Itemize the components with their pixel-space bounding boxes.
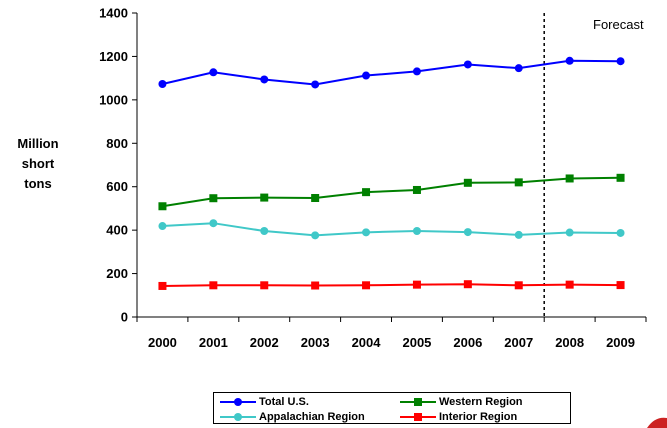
data-point-interior-region — [311, 281, 320, 290]
y-tick-label: 1200 — [99, 49, 128, 64]
data-point-interior-region — [412, 280, 421, 289]
x-axis-ticks: 2000 2001 2002 2003 2004 2005 2006 2007 2008 2009 — [136, 317, 647, 350]
data-point-total-u-s — [209, 68, 218, 77]
data-point-western-region — [209, 194, 218, 203]
legend-swatch-western-region — [400, 397, 436, 406]
series-line-appalachian-region — [162, 222, 621, 237]
data-point-total-u-s — [412, 67, 421, 76]
data-point-western-region — [616, 173, 625, 182]
data-point-total-u-s — [616, 57, 625, 66]
data-point-western-region — [311, 194, 320, 203]
data-point-total-u-s — [463, 60, 472, 69]
x-tick-label: 2005 — [402, 335, 431, 350]
x-tick-label: 2004 — [352, 335, 382, 350]
series-line-western-region — [162, 176, 621, 208]
data-point-total-u-s — [311, 80, 320, 89]
series-line-total-u-s — [162, 59, 621, 86]
data-point-western-region — [412, 185, 421, 194]
data-point-interior-region — [616, 281, 625, 290]
legend-label-total-us: Total U.S. — [259, 395, 309, 408]
forecast-label: Forecast — [593, 17, 644, 32]
y-tick-label: 1400 — [99, 6, 128, 21]
data-point-interior-region — [565, 280, 574, 289]
series-group — [158, 56, 625, 290]
data-point-appalachian-region — [412, 227, 421, 236]
data-point-appalachian-region — [311, 231, 320, 240]
data-point-western-region — [463, 178, 472, 187]
data-point-total-u-s — [260, 75, 269, 84]
data-point-western-region — [565, 174, 574, 183]
data-point-total-u-s — [514, 64, 523, 73]
series-line-interior-region — [162, 283, 621, 287]
y-tick-label: 0 — [121, 310, 128, 325]
data-point-appalachian-region — [463, 228, 472, 237]
legend-label-western-region: Western Region — [439, 395, 523, 408]
data-point-interior-region — [362, 281, 371, 290]
y-tick-label: 1000 — [99, 92, 128, 107]
x-tick-label: 2003 — [301, 335, 330, 350]
data-point-appalachian-region — [209, 219, 218, 228]
x-tick-label: 2001 — [199, 335, 228, 350]
y-axis-label: Million short tons — [2, 134, 74, 194]
data-point-appalachian-region — [565, 228, 574, 237]
forecast-marker: Forecast — [543, 13, 644, 317]
legend: Total U.S. Western Region Appalachian Re… — [213, 392, 571, 424]
x-tick-label: 2008 — [555, 335, 584, 350]
y-tick-label: 600 — [106, 179, 128, 194]
data-point-western-region — [514, 178, 523, 187]
data-point-appalachian-region — [616, 228, 625, 237]
x-tick-label: 2007 — [504, 335, 533, 350]
data-point-appalachian-region — [158, 222, 167, 231]
legend-swatch-appalachian-region — [220, 412, 256, 421]
legend-swatch-interior-region — [400, 412, 436, 421]
x-tick-label: 2002 — [250, 335, 279, 350]
data-point-western-region — [260, 193, 269, 202]
x-tick-label: 2006 — [453, 335, 482, 350]
data-point-interior-region — [209, 281, 218, 290]
data-point-western-region — [158, 202, 167, 211]
y-tick-label: 800 — [106, 136, 128, 151]
data-point-interior-region — [260, 281, 269, 290]
legend-swatch-total-us — [220, 397, 256, 406]
x-tick-label: 2009 — [606, 335, 635, 350]
data-point-appalachian-region — [514, 230, 523, 239]
legend-item-total-us: Total U.S. — [220, 394, 309, 409]
y-tick-label: 400 — [106, 223, 128, 238]
legend-label-appalachian-region: Appalachian Region — [259, 410, 365, 423]
y-axis-label-line: short — [21, 156, 55, 171]
data-point-total-u-s — [362, 71, 371, 80]
data-point-interior-region — [158, 281, 167, 290]
data-point-appalachian-region — [260, 227, 269, 236]
data-point-total-u-s — [158, 80, 167, 89]
data-point-western-region — [362, 188, 371, 197]
data-point-appalachian-region — [362, 228, 371, 237]
x-tick-label: 2000 — [148, 335, 177, 350]
y-axis-ticks: 0 200 400 600 800 1000 1200 1400 — [99, 6, 137, 325]
legend-item-western-region: Western Region — [400, 394, 523, 409]
data-point-interior-region — [514, 281, 523, 290]
y-axis-label-line: Million — [17, 136, 59, 151]
data-point-total-u-s — [565, 56, 574, 65]
corner-logo-fragment — [647, 417, 667, 428]
legend-item-interior-region: Interior Region — [400, 409, 517, 424]
y-axis-label-line: tons — [24, 176, 52, 191]
y-tick-label: 200 — [106, 266, 128, 281]
legend-label-interior-region: Interior Region — [439, 410, 518, 423]
legend-item-appalachian-region: Appalachian Region — [220, 409, 365, 424]
data-point-interior-region — [463, 280, 472, 289]
